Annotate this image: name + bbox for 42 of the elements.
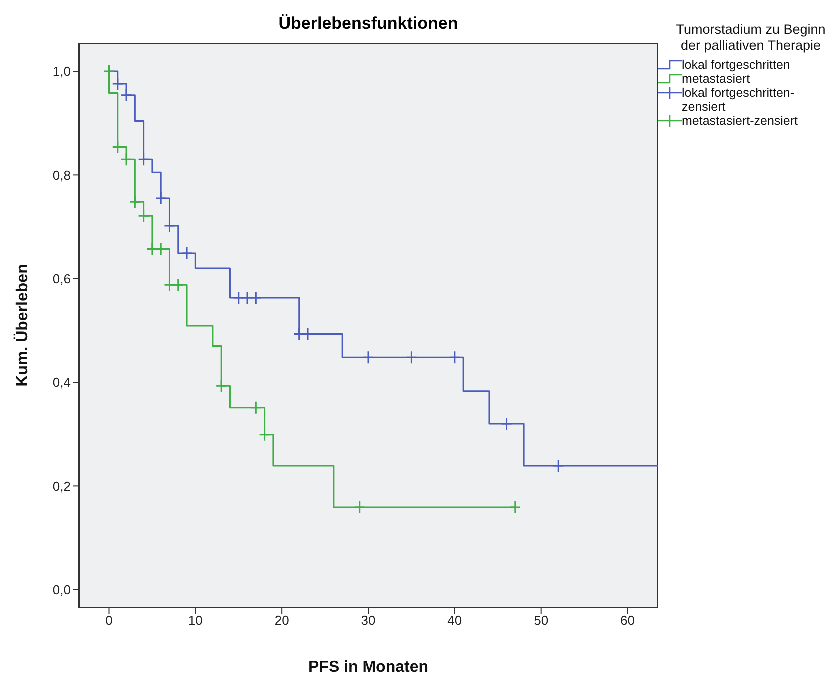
legend-label: metastasiert-zensiert [682, 114, 800, 128]
point [406, 350, 418, 364]
x-tick-label: 0 [106, 613, 113, 628]
x-tick-label: 10 [188, 613, 203, 628]
point [354, 500, 366, 514]
point [259, 428, 271, 442]
x-tick-label: 30 [361, 613, 376, 628]
point [138, 209, 150, 223]
point [250, 291, 262, 305]
x-axis-title: PFS in Monaten [308, 659, 428, 676]
point [216, 379, 228, 393]
legend-label: metastasiert [682, 72, 752, 86]
point [233, 291, 245, 305]
y-tick-label: 0,4 [52, 375, 71, 390]
x-tick-label: 40 [448, 613, 462, 628]
point [129, 195, 141, 209]
point [181, 246, 193, 260]
point [112, 77, 124, 91]
x-tick-label: 20 [274, 613, 290, 628]
y-tick-label: 0,2 [52, 478, 71, 494]
point [138, 152, 150, 166]
point [120, 88, 132, 102]
legend-label: lokal fortgeschritten [682, 58, 792, 72]
y-tick-label: 1,0 [52, 64, 71, 80]
point [501, 417, 513, 431]
point [510, 500, 522, 514]
point [242, 291, 254, 305]
point [552, 459, 564, 473]
y-axis-title: Kum. Überleben [14, 264, 32, 387]
y-tick-label: 0,6 [52, 271, 71, 286]
y-tick-label: 0,0 [52, 582, 71, 598]
legend-title: Tumorstadium zu Beginn der palliativen Therapie [676, 22, 826, 54]
point [449, 350, 461, 364]
point [120, 152, 132, 166]
point [172, 278, 184, 292]
x-tick-label: 50 [534, 613, 549, 628]
y-tick-label: 0,8 [52, 168, 71, 183]
point [250, 401, 262, 415]
point [155, 192, 167, 206]
x-tick-label: 60 [620, 613, 635, 628]
point [362, 350, 374, 364]
chart-title: Überlebensfunktionen [278, 14, 460, 34]
